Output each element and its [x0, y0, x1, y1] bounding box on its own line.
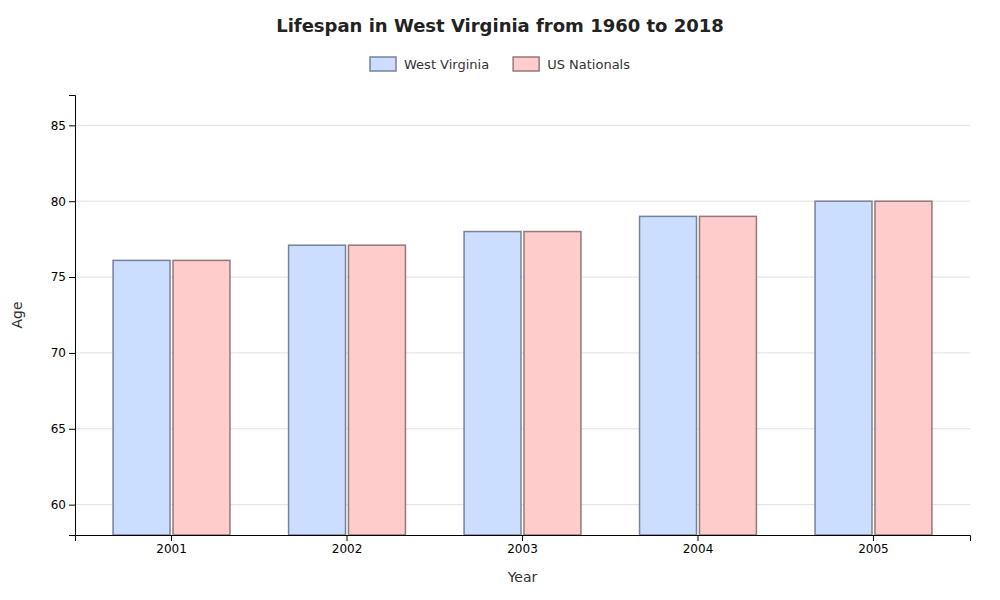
tick: 80 — [51, 195, 75, 209]
tick-label: 2005 — [858, 542, 889, 556]
tick-mark — [69, 277, 75, 278]
tick-label: 65 — [51, 422, 66, 436]
tick-mark — [873, 535, 874, 541]
tick-label: 80 — [51, 195, 66, 209]
bar — [349, 245, 406, 535]
tick: 75 — [51, 270, 75, 284]
y-axis: 60 65 70 75 80 85 — [51, 96, 76, 536]
tick-mark — [347, 535, 348, 541]
bar — [640, 216, 697, 535]
x-axis: 2001 2002 2003 2004 2005 — [76, 535, 971, 556]
tick-mark — [69, 125, 75, 126]
grid-line — [75, 125, 970, 126]
tick: 2002 — [332, 535, 363, 556]
tick-mark — [69, 429, 75, 430]
bar — [464, 232, 521, 535]
axis-line — [76, 536, 971, 542]
x-axis-title: Year — [507, 569, 538, 585]
bar-series — [113, 201, 872, 535]
tick: 2001 — [156, 535, 187, 556]
tick-mark — [171, 535, 172, 541]
tick-label: 2004 — [683, 542, 714, 556]
bar — [524, 232, 581, 535]
legend-swatch — [513, 57, 539, 71]
y-axis-title: Age — [9, 301, 25, 328]
bar — [815, 201, 872, 535]
bar-series — [173, 201, 932, 535]
tick-mark — [69, 353, 75, 354]
legend-label: West Virginia — [404, 57, 489, 72]
tick-mark — [69, 201, 75, 202]
chart-svg: 2001 2002 2003 2004 2005 60 65 70 75 80 85 Year Age L… — [0, 0, 1000, 600]
bars — [113, 201, 932, 535]
tick-mark — [697, 535, 698, 541]
bar — [875, 201, 932, 535]
legend-swatch — [370, 57, 396, 71]
tick-label: 2002 — [332, 542, 363, 556]
tick: 2005 — [858, 535, 889, 556]
bar — [699, 216, 756, 535]
tick-label: 2003 — [507, 542, 538, 556]
tick-mark — [69, 505, 75, 506]
legend-item: US Nationals — [513, 57, 630, 72]
legend: West Virginia US Nationals — [370, 57, 630, 72]
chart-container: 2001 2002 2003 2004 2005 60 65 70 75 80 85 Year Age L… — [0, 0, 1000, 600]
tick-label: 2001 — [156, 542, 187, 556]
tick: 65 — [51, 422, 75, 436]
tick: 2004 — [683, 535, 714, 556]
tick-label: 60 — [51, 498, 66, 512]
bar — [173, 260, 230, 535]
tick-label: 75 — [51, 270, 66, 284]
tick: 60 — [51, 498, 75, 512]
axis-line — [69, 96, 76, 536]
tick-mark — [522, 535, 523, 541]
tick-label: 85 — [51, 119, 66, 133]
title: Lifespan in West Virginia from 1960 to 2… — [276, 15, 724, 36]
legend-item: West Virginia — [370, 57, 489, 72]
plot-area: 2001 2002 2003 2004 2005 60 65 70 75 80 85 — [51, 96, 971, 556]
legend-label: US Nationals — [547, 57, 630, 72]
bar — [289, 245, 346, 535]
tick-label: 70 — [51, 346, 66, 360]
tick: 85 — [51, 119, 75, 133]
tick: 70 — [51, 346, 75, 360]
bar — [113, 260, 170, 535]
tick: 2003 — [507, 535, 538, 556]
